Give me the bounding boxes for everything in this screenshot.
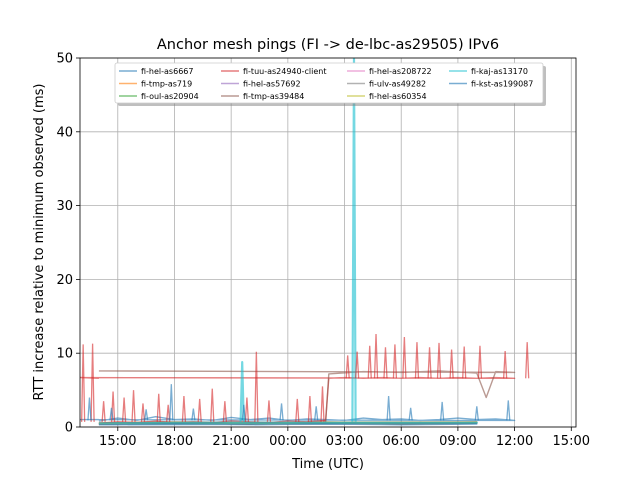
spike-fi-tuu-as24940-client	[414, 342, 420, 379]
spike-fi-tuu-as24940-client	[345, 355, 350, 379]
spike-fi-tuu-as24940-client	[427, 347, 432, 379]
spike-fi-tuu-as24940-client	[131, 390, 136, 422]
x-tick-label: 15:00	[553, 434, 590, 449]
y-tick-label: 50	[56, 52, 73, 67]
spike-fi-tuu-as24940-client	[502, 350, 508, 379]
spike-fi-hel-as6667	[87, 397, 92, 421]
legend: fi-hel-as6667 fi-tmp-as719 fi-oul-as20904 f…	[114, 62, 546, 106]
legend-box	[114, 62, 544, 104]
legend-entry-label: fi-tuu-as24940-client	[243, 67, 326, 76]
series-line-fi-kaj-as13170	[98, 58, 478, 425]
x-tick-label: 12:00	[496, 434, 533, 449]
spike-fi-tuu-as24940-client	[266, 400, 272, 422]
spike-fi-tuu-as24940-client	[222, 401, 228, 422]
spike-fi-tuu-as24940-client	[383, 347, 388, 379]
x-tick-label: 03:00	[326, 434, 363, 449]
y-tick-label: 10	[56, 347, 73, 362]
legend-entry-label: fi-oul-as20904	[141, 92, 199, 101]
legend-entry-label: fi-kst-as199087	[471, 80, 533, 89]
spike-fi-hel-as6667	[440, 401, 445, 421]
spike-fi-tuu-as24940-client	[244, 397, 250, 422]
legend-entry-label: fi-hel-as208722	[369, 67, 432, 76]
spike-fi-hel-as6667	[279, 403, 284, 421]
spike-fi-tuu-as24940-client	[80, 344, 86, 422]
spike-fi-tuu-as24940-client	[121, 397, 127, 422]
spike-fi-hel-as6667	[143, 409, 149, 421]
spike-fi-tuu-as24940-client	[367, 345, 372, 379]
axis-ticks: 15:00 18:00 21:00 00:00 03:00 06:00 09:00 12:00…	[56, 52, 590, 450]
legend-entry-label: fi-kaj-as13170	[471, 67, 528, 76]
spike-fi-tuu-as24940-client	[436, 342, 442, 379]
spike-fi-tuu-as24940-client	[210, 388, 215, 422]
x-tick-label: 21:00	[212, 434, 249, 449]
y-tick-label: 30	[56, 199, 73, 214]
spike-fi-tuu-as24940-client	[525, 342, 530, 379]
spike-fi-tuu-as24940-client	[197, 398, 202, 422]
spike-fi-tuu-as24940-client	[449, 349, 454, 379]
legend-entry-label: fi-tmp-as39484	[243, 92, 304, 101]
spike-fi-tuu-as24940-client	[181, 395, 187, 422]
spike-fi-tuu-as24940-client	[90, 343, 95, 422]
y-tick-label: 0	[65, 421, 73, 436]
spike-fi-tuu-as24940-client	[373, 333, 379, 379]
x-tick-label: 06:00	[382, 434, 419, 449]
spike-fi-tuu-as24940-client	[156, 393, 161, 422]
spike-fi-hel-as6667	[474, 406, 479, 421]
spike-fi-tuu-as24940-client	[166, 404, 171, 422]
x-tick-label: 00:00	[269, 434, 306, 449]
spike-fi-hel-as6667	[169, 384, 174, 421]
spike-fi-hel-as6667	[241, 404, 246, 421]
plot-frame	[79, 57, 577, 428]
chart-title: Anchor mesh pings (FI -> de-lbc-as29505)…	[157, 37, 499, 53]
legend-entry-label: fi-hel-as60354	[369, 92, 427, 101]
spike-fi-tuu-as24940-client	[140, 403, 146, 422]
spike-fi-hel-as6667	[314, 406, 319, 421]
spike-fi-tuu-as24940-client	[392, 344, 398, 379]
y-tick-label: 40	[56, 125, 73, 140]
plot-series-layer	[80, 58, 530, 426]
legend-entry-label: fi-ulv-as49282	[369, 80, 426, 89]
x-axis-label: Time (UTC)	[291, 457, 364, 472]
spike-fi-tuu-as24940-client	[295, 398, 300, 422]
y-tick-label: 20	[56, 273, 73, 288]
spike-fi-hel-as6667	[408, 407, 413, 421]
spike-fi-tuu-as24940-client	[320, 386, 325, 422]
spike-fi-hel-as6667	[506, 400, 511, 421]
x-tick-label: 15:00	[99, 434, 136, 449]
legend-entry-label: fi-tmp-as719	[141, 80, 192, 89]
legend-entry-label: fi-hel-as6667	[141, 67, 193, 76]
spike-fi-hel-as6667	[191, 408, 196, 421]
spike-fi-tuu-as24940-client	[402, 336, 407, 379]
y-axis-label: RTT increase relative to minimum observe…	[32, 84, 47, 401]
spike-fi-tuu-as24940-client	[307, 395, 313, 422]
spike-fi-tuu-as24940-client	[254, 351, 259, 422]
x-tick-label: 09:00	[439, 434, 476, 449]
spike-fi-tuu-as24940-client	[462, 346, 467, 379]
spike-fi-tuu-as24940-client	[477, 345, 483, 379]
spike-fi-tuu-as24940-client	[101, 401, 106, 422]
series-line-fi-kst-as199087	[98, 423, 478, 426]
spike-fi-hel-as6667	[109, 407, 114, 421]
x-tick-label: 18:00	[156, 434, 193, 449]
spike-fi-tuu-as24940-client	[354, 351, 360, 379]
spike-fi-hel-as6667	[386, 395, 391, 421]
legend-entry-label: fi-hel-as57692	[243, 80, 301, 89]
